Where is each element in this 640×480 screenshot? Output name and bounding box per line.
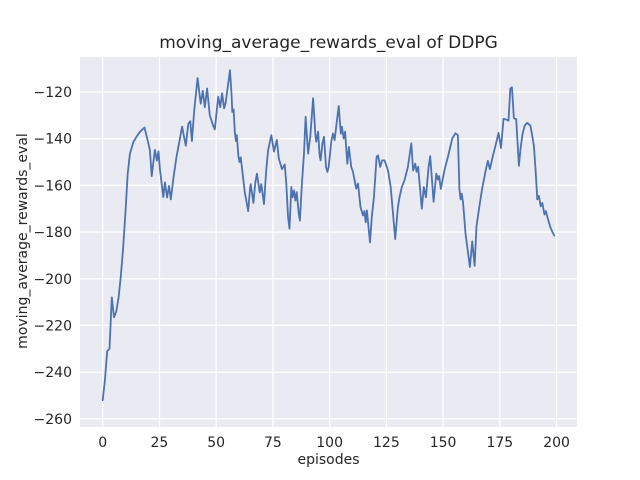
x-tick-label: 0 bbox=[98, 435, 107, 451]
y-tick-label: −240 bbox=[34, 365, 72, 381]
x-tick-label: 25 bbox=[151, 435, 169, 451]
y-tick-label: −160 bbox=[34, 178, 72, 194]
x-axis-label: episodes bbox=[297, 452, 360, 468]
x-tick-label: 175 bbox=[486, 435, 513, 451]
y-tick-label: −220 bbox=[34, 318, 72, 334]
chart-title: moving_average_rewards_eval of DDPG bbox=[159, 33, 498, 53]
x-tick-label: 50 bbox=[207, 435, 225, 451]
x-tick-label: 150 bbox=[430, 435, 457, 451]
y-tick-label: −120 bbox=[34, 85, 72, 101]
y-tick-label: −140 bbox=[34, 132, 72, 148]
axes-background bbox=[80, 57, 577, 427]
y-tick-label: −260 bbox=[34, 412, 72, 428]
x-tick-label: 100 bbox=[316, 435, 343, 451]
x-tick-label: 200 bbox=[543, 435, 570, 451]
x-tick-label: 125 bbox=[373, 435, 400, 451]
x-tick-label: 75 bbox=[264, 435, 282, 451]
y-tick-label: −200 bbox=[34, 272, 72, 288]
reward-line bbox=[101, 69, 556, 402]
y-tick-label: −180 bbox=[34, 225, 72, 241]
